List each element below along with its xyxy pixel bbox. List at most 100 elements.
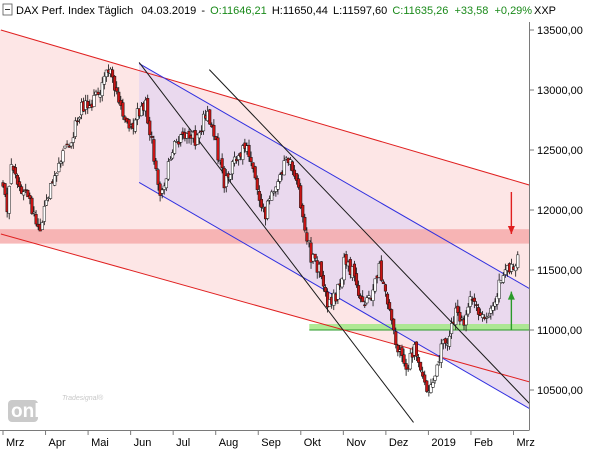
candle-body-down [301, 204, 305, 218]
candle [201, 110, 206, 135]
candle-body-down [379, 260, 383, 281]
candle [168, 156, 173, 161]
candle [44, 194, 48, 206]
candle-body-down [390, 309, 394, 321]
candle [249, 151, 253, 167]
candle-body-up [435, 364, 439, 377]
candle [154, 158, 158, 171]
candle [282, 155, 286, 176]
candle [73, 117, 77, 140]
candle [104, 69, 108, 82]
candle [30, 196, 34, 215]
candle [464, 310, 468, 332]
x-tick-label: Mai [91, 437, 109, 449]
candle-body-down [177, 141, 181, 145]
candle [352, 260, 356, 282]
candle [20, 184, 24, 195]
candle [307, 240, 311, 248]
black-trendline-1 [138, 62, 414, 423]
candle-body-up [102, 75, 106, 85]
candle [7, 185, 11, 220]
candle-body-down [476, 307, 481, 315]
candle-body-up [69, 142, 73, 147]
candle-body-up [57, 163, 61, 173]
candle-body-up [503, 269, 507, 275]
candle [111, 66, 115, 83]
candle-body-up [282, 160, 286, 176]
candle-body-down [17, 181, 22, 188]
header-date: 04.03.2019 [141, 5, 196, 17]
candle-body-down [319, 261, 323, 277]
candle [65, 140, 69, 146]
candle-body-up [276, 181, 280, 190]
candle-body-down [220, 158, 224, 168]
header-change: +33,58 [454, 5, 488, 17]
candle [402, 348, 406, 367]
candle-body-up [173, 141, 177, 154]
resistance-band [0, 229, 529, 244]
candle-body-up [22, 191, 26, 196]
candle-body-down [414, 341, 419, 357]
candle-body-down [299, 185, 303, 208]
candle [100, 77, 104, 102]
candle-body-down [297, 178, 301, 188]
y-axis-panel [529, 22, 595, 429]
candle [340, 277, 344, 289]
candle [224, 169, 228, 193]
candle-body-up [342, 256, 346, 281]
candle [251, 162, 255, 173]
candle [278, 172, 282, 184]
candle [146, 94, 150, 125]
candle-body-down [388, 302, 392, 310]
candle [423, 370, 427, 386]
candle [257, 185, 261, 207]
candle-body-up [32, 211, 36, 214]
candle-body-up [228, 174, 232, 180]
candle [241, 143, 245, 165]
candle [148, 116, 152, 141]
candle [177, 136, 181, 148]
candle-body-down [20, 186, 24, 194]
candle-body-up [367, 295, 371, 298]
candle [28, 192, 32, 205]
header-low: L:11597,60 [333, 5, 387, 17]
candle-body-down [115, 87, 119, 92]
candle-body-down [34, 214, 38, 225]
candle-body-down [363, 304, 367, 307]
candle-body-down [396, 345, 400, 353]
candle-body-up [53, 175, 57, 186]
candle-body-down [472, 297, 476, 302]
candle [156, 168, 160, 191]
candle [199, 125, 204, 135]
candle-body-down [344, 254, 348, 265]
candle-body-down [247, 144, 251, 157]
candle-body-up [179, 134, 183, 143]
candle [179, 133, 183, 147]
candle [266, 199, 270, 221]
candle [86, 94, 90, 114]
candle-body-up [133, 119, 137, 132]
candle-body-down [26, 189, 30, 198]
candle [450, 317, 454, 339]
candle [71, 132, 75, 149]
candle-body-down [127, 119, 131, 129]
candle-body-up [433, 375, 437, 381]
candle [303, 213, 307, 233]
candle [67, 144, 71, 148]
x-tick-label: Mrz [6, 437, 24, 449]
candle-body-up [230, 161, 235, 175]
candle [170, 149, 175, 160]
candle-body-up [365, 297, 369, 304]
candle [152, 135, 156, 165]
candle-body-up [501, 275, 505, 283]
candle-body-up [468, 296, 472, 307]
candle-body-up [73, 120, 77, 137]
x-tick-label: Sep [261, 437, 281, 449]
candle [305, 227, 309, 245]
candle [230, 159, 235, 180]
candle-body-down [402, 354, 406, 364]
candle-body-up [48, 183, 53, 199]
candle [357, 280, 361, 299]
candle [394, 327, 398, 349]
candle-body-up [195, 134, 199, 145]
